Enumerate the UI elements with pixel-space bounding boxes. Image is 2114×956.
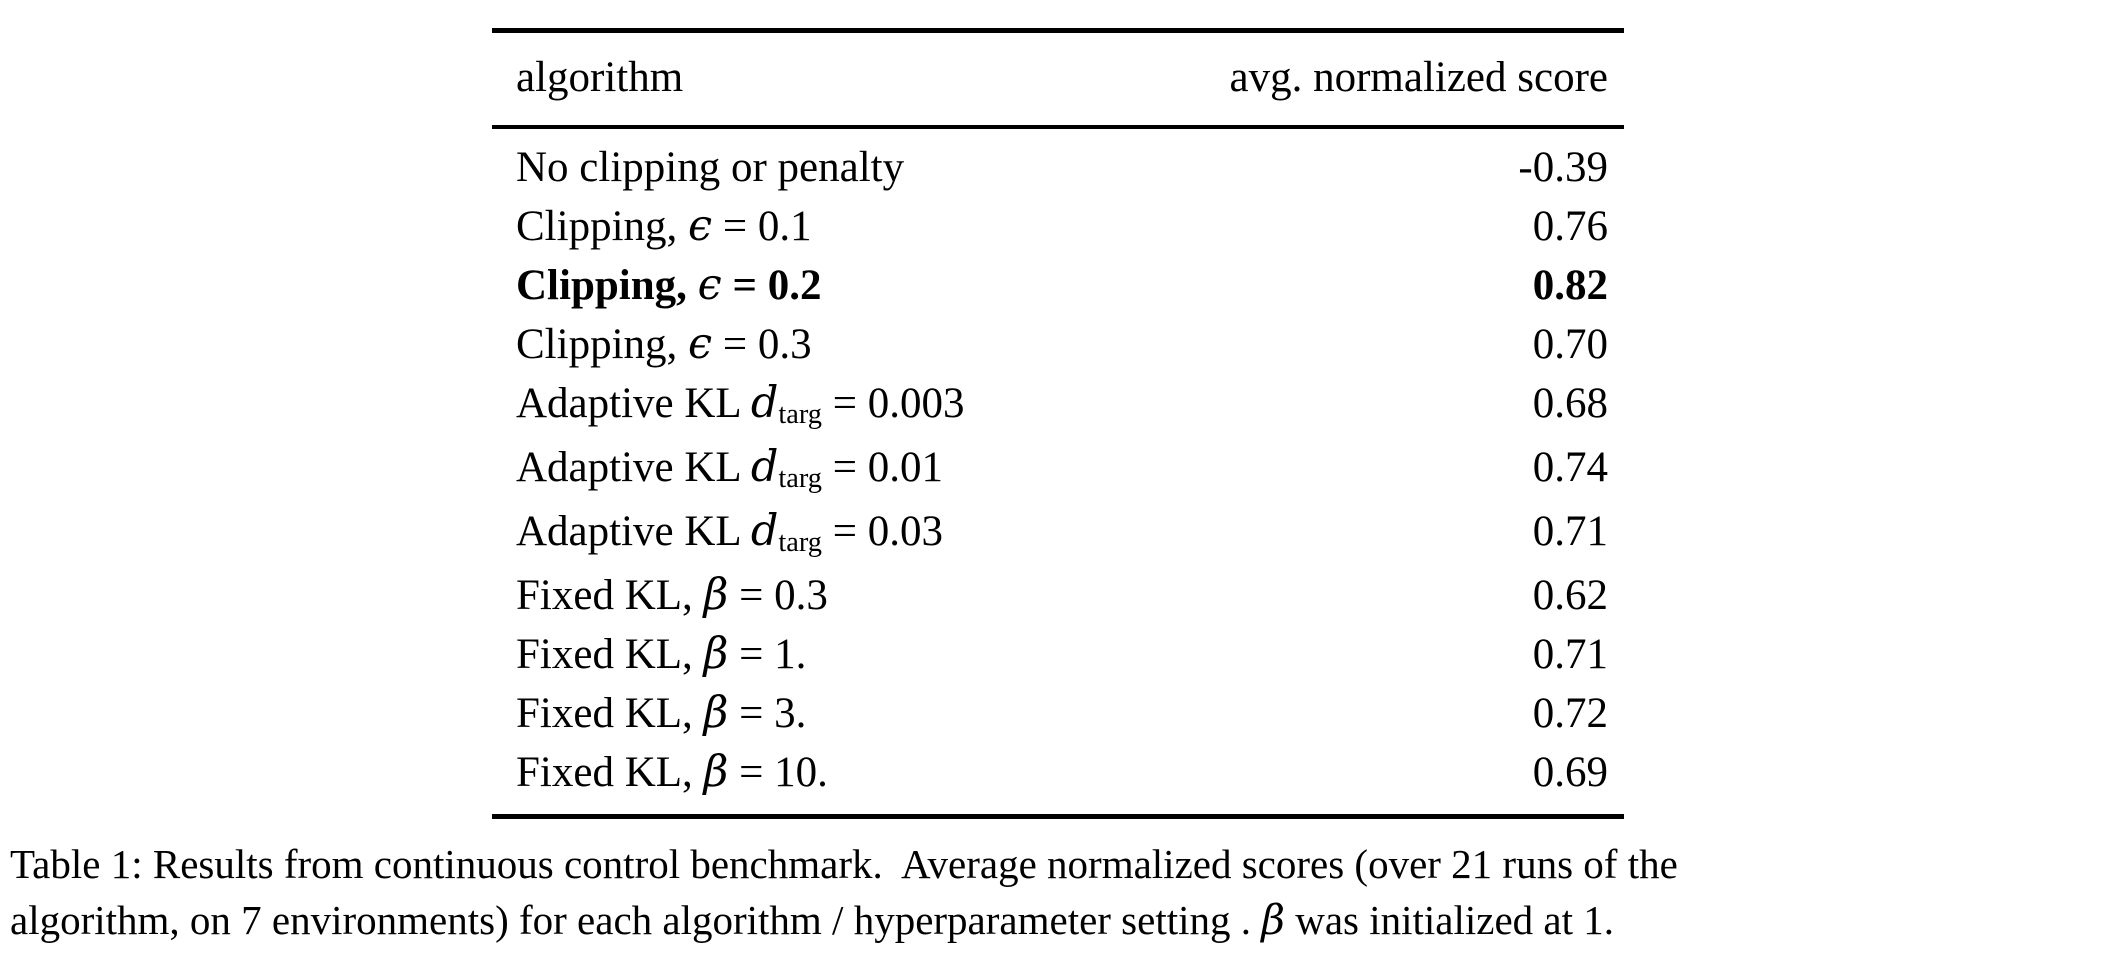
- caption-text: was initialized at 1.: [1284, 897, 1615, 943]
- table-row: Adaptive KL dtarg = 0.003 0.68: [492, 374, 1624, 438]
- score-cell: 0.74: [1532, 444, 1608, 491]
- algorithm-cell-text: = 0.003: [821, 380, 965, 427]
- table-row: Clipping, ϵ = 0.2 0.82: [492, 256, 1624, 315]
- algorithm-cell-text: Fixed KL,: [516, 631, 704, 678]
- score-cell: 0.71: [1532, 631, 1608, 678]
- table-row: Adaptive KL dtarg = 0.01 0.74: [492, 438, 1624, 502]
- table-row: Fixed KL, β = 1. 0.71: [492, 625, 1624, 684]
- score-cell: 0.69: [1532, 749, 1608, 796]
- algorithm-cell-math-symbol: d: [750, 506, 779, 556]
- algorithm-cell: Fixed KL, β = 1.: [516, 625, 806, 684]
- algorithm-cell-text: = 0.1: [712, 203, 812, 250]
- table-caption: Table 1: Results from continuous control…: [10, 836, 2102, 948]
- results-table: algorithm avg. normalized score No clipp…: [492, 28, 1624, 819]
- algorithm-cell-text: No clipping or penalty: [516, 144, 905, 191]
- score-cell: 0.82: [1532, 262, 1608, 309]
- score-cell: -0.39: [1518, 144, 1608, 191]
- algorithm-cell-text: Adaptive KL: [516, 380, 751, 427]
- score-cell: 0.62: [1532, 572, 1608, 619]
- algorithm-cell-text: Clipping,: [516, 203, 689, 250]
- table-bottom-rule: [492, 814, 1624, 819]
- algorithm-cell: Clipping, ϵ = 0.1: [516, 197, 812, 256]
- caption-math-symbol: β: [1261, 896, 1285, 944]
- column-header-score: avg. normalized score: [1229, 54, 1608, 101]
- algorithm-cell-math-symbol: β: [703, 688, 729, 738]
- algorithm-cell-text: Adaptive KL: [516, 508, 751, 555]
- algorithm-cell-math-symbol: ϵ: [697, 260, 722, 310]
- score-cell: 0.71: [1532, 508, 1608, 555]
- table-header-row: algorithm avg. normalized score: [492, 33, 1624, 125]
- algorithm-cell-text: = 10.: [728, 749, 828, 796]
- algorithm-cell-math-symbol: β: [703, 629, 729, 679]
- score-cell: 0.72: [1532, 690, 1608, 737]
- algorithm-cell-math-symbol: d: [750, 378, 779, 428]
- algorithm-cell: Fixed KL, β = 0.3: [516, 566, 828, 625]
- table-row: Fixed KL, β = 0.3 0.62: [492, 566, 1624, 625]
- algorithm-cell-math-symbol: ϵ: [688, 201, 713, 251]
- algorithm-cell: Adaptive KL dtarg = 0.003: [516, 374, 965, 438]
- algorithm-cell-text: Fixed KL,: [516, 572, 704, 619]
- algorithm-cell: Fixed KL, β = 10.: [516, 743, 828, 802]
- caption-text: Table 1: Results from continuous control…: [10, 841, 1678, 887]
- algorithm-cell: Adaptive KL dtarg = 0.03: [516, 502, 943, 566]
- score-cell: 0.68: [1532, 380, 1608, 427]
- algorithm-cell-text: = 0.2: [721, 262, 822, 309]
- algorithm-cell: No clipping or penalty: [516, 138, 904, 197]
- algorithm-cell-text: = 0.3: [728, 572, 828, 619]
- algorithm-cell-text: = 3.: [728, 690, 807, 737]
- algorithm-cell-sub: targ: [778, 399, 822, 431]
- algorithm-cell-sub: targ: [778, 463, 822, 495]
- algorithm-cell: Adaptive KL dtarg = 0.01: [516, 438, 943, 502]
- table-body: No clipping or penalty -0.39 Clipping, ϵ =…: [492, 129, 1624, 814]
- algorithm-cell-text: = 0.01: [821, 444, 943, 491]
- column-header-algorithm: algorithm: [516, 54, 684, 101]
- table-row: Clipping, ϵ = 0.3 0.70: [492, 315, 1624, 374]
- algorithm-cell-text: Clipping,: [516, 321, 689, 368]
- table-top-rule: [492, 28, 1624, 33]
- algorithm-cell-text: Adaptive KL: [516, 444, 751, 491]
- algorithm-cell-text: Fixed KL,: [516, 690, 704, 737]
- table-row: Clipping, ϵ = 0.1 0.76: [492, 197, 1624, 256]
- algorithm-cell-math-symbol: β: [703, 747, 729, 797]
- algorithm-cell-math-symbol: ϵ: [688, 319, 713, 369]
- caption-text: algorithm, on 7 environments) for each a…: [10, 897, 1262, 943]
- score-cell: 0.70: [1532, 321, 1608, 368]
- algorithm-cell-text: = 0.3: [712, 321, 812, 368]
- algorithm-cell-text: Fixed KL,: [516, 749, 704, 796]
- algorithm-cell-math-symbol: β: [703, 570, 729, 620]
- algorithm-cell-math-symbol: d: [750, 442, 779, 492]
- table-row: No clipping or penalty -0.39: [492, 138, 1624, 197]
- algorithm-cell-text: = 1.: [728, 631, 807, 678]
- table-header-rule: [492, 125, 1624, 129]
- algorithm-cell: Clipping, ϵ = 0.2: [516, 256, 822, 315]
- algorithm-cell-sub: targ: [778, 527, 822, 559]
- algorithm-cell: Fixed KL, β = 3.: [516, 684, 806, 743]
- algorithm-cell-text: Clipping,: [516, 262, 698, 309]
- score-cell: 0.76: [1532, 203, 1608, 250]
- table-row: Fixed KL, β = 3. 0.72: [492, 684, 1624, 743]
- algorithm-cell: Clipping, ϵ = 0.3: [516, 315, 812, 374]
- table-row: Adaptive KL dtarg = 0.03 0.71: [492, 502, 1624, 566]
- algorithm-cell-text: = 0.03: [821, 508, 943, 555]
- table-row: Fixed KL, β = 10. 0.69: [492, 743, 1624, 802]
